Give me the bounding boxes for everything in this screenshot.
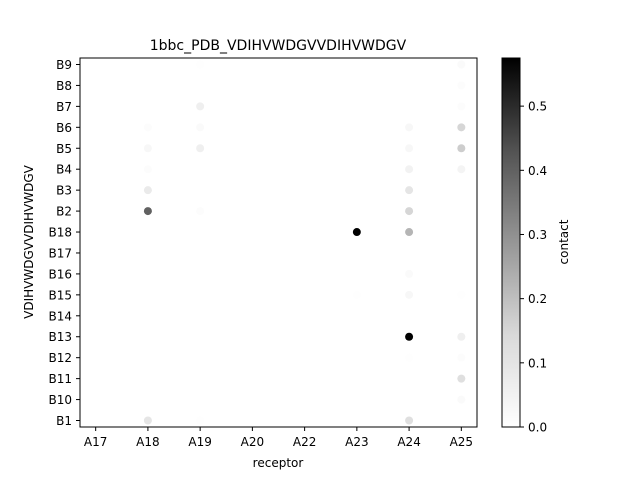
data-point (457, 102, 466, 111)
x-tick-label: A25 (450, 435, 473, 449)
y-tick-label: B7 (56, 100, 72, 114)
data-point (143, 207, 152, 216)
x-tick-label: A20 (241, 435, 264, 449)
data-point (143, 186, 152, 195)
y-tick-label: B8 (56, 79, 72, 93)
x-tick-label: A24 (397, 435, 420, 449)
data-point (405, 269, 414, 278)
data-point (405, 207, 414, 216)
y-tick-label: B11 (48, 372, 72, 386)
y-tick-label: B12 (48, 351, 72, 365)
y-tick-label: B16 (48, 267, 72, 281)
data-point (457, 374, 466, 383)
colorbar (501, 57, 521, 428)
y-tick-label: B18 (48, 226, 72, 240)
data-point (405, 123, 414, 132)
y-tick-label: B2 (56, 205, 72, 219)
data-point (405, 228, 414, 237)
data-point (405, 144, 414, 153)
colorbar-tick-label: 0.3 (528, 228, 547, 242)
colorbar-tick-label: 0.5 (528, 100, 547, 114)
y-tick-label: B14 (48, 309, 72, 323)
y-tick-label: B17 (48, 246, 72, 260)
y-tick-label: B5 (56, 142, 72, 156)
data-point (405, 353, 414, 362)
x-tick-label: A22 (293, 435, 316, 449)
colorbar-tick-label: 0.4 (528, 164, 547, 178)
data-point (457, 165, 466, 174)
data-point (143, 144, 152, 153)
y-axis-ticks: B1 B10 B11 B12 B13 B14 B15 B16 B17 B18 B2 B3 B4 B5 B6 B… (48, 58, 80, 428)
data-point (405, 416, 414, 425)
x-tick-label: A17 (84, 435, 107, 449)
plot-area (79, 57, 478, 428)
data-point (405, 186, 414, 195)
data-point (143, 165, 152, 174)
data-point (196, 144, 205, 153)
data-point (196, 207, 205, 216)
colorbar-tick-label: 0.2 (528, 292, 547, 306)
data-point (196, 102, 205, 111)
data-point (457, 353, 466, 362)
x-axis-ticks: A17 A18 A19 A20 A22 A23 A24 A25 (84, 427, 473, 449)
y-axis-label: VDIHVWDGVVDIHVWDGV (22, 164, 36, 318)
colorbar-tick-label: 0.1 (528, 356, 547, 370)
data-point (405, 332, 414, 341)
y-tick-label: B6 (56, 121, 72, 135)
colorbar-label: contact (557, 219, 571, 264)
colorbar-ticks: 0.0 0.1 0.2 0.3 0.4 0.5 (520, 100, 547, 435)
data-point (196, 123, 205, 132)
x-tick-label: A23 (345, 435, 368, 449)
data-point (352, 228, 361, 237)
y-tick-label: B15 (48, 288, 72, 302)
data-point (457, 123, 466, 132)
y-tick-label: B13 (48, 330, 72, 344)
data-point (457, 60, 466, 69)
data-point (457, 332, 466, 341)
data-point (352, 290, 361, 299)
colorbar-tick-label: 0.0 (528, 421, 547, 435)
x-axis-label: receptor (253, 456, 304, 470)
data-point (143, 416, 152, 425)
data-point (405, 165, 414, 174)
y-tick-label: B4 (56, 163, 72, 177)
data-point (196, 60, 205, 69)
data-point (457, 395, 466, 404)
data-point (196, 416, 205, 425)
data-point (143, 123, 152, 132)
x-tick-label: A18 (136, 435, 159, 449)
y-tick-label: B9 (56, 58, 72, 72)
data-point (457, 144, 466, 153)
data-point (405, 290, 414, 299)
data-point (457, 290, 466, 299)
y-tick-label: B3 (56, 184, 72, 198)
data-points (143, 60, 466, 425)
x-tick-label: A19 (188, 435, 211, 449)
chart-title: 1bbc_PDB_VDIHVWDGVVDIHVWDGV (150, 38, 407, 54)
y-tick-label: B10 (48, 393, 72, 407)
data-point (457, 81, 466, 90)
y-tick-label: B1 (56, 414, 72, 428)
